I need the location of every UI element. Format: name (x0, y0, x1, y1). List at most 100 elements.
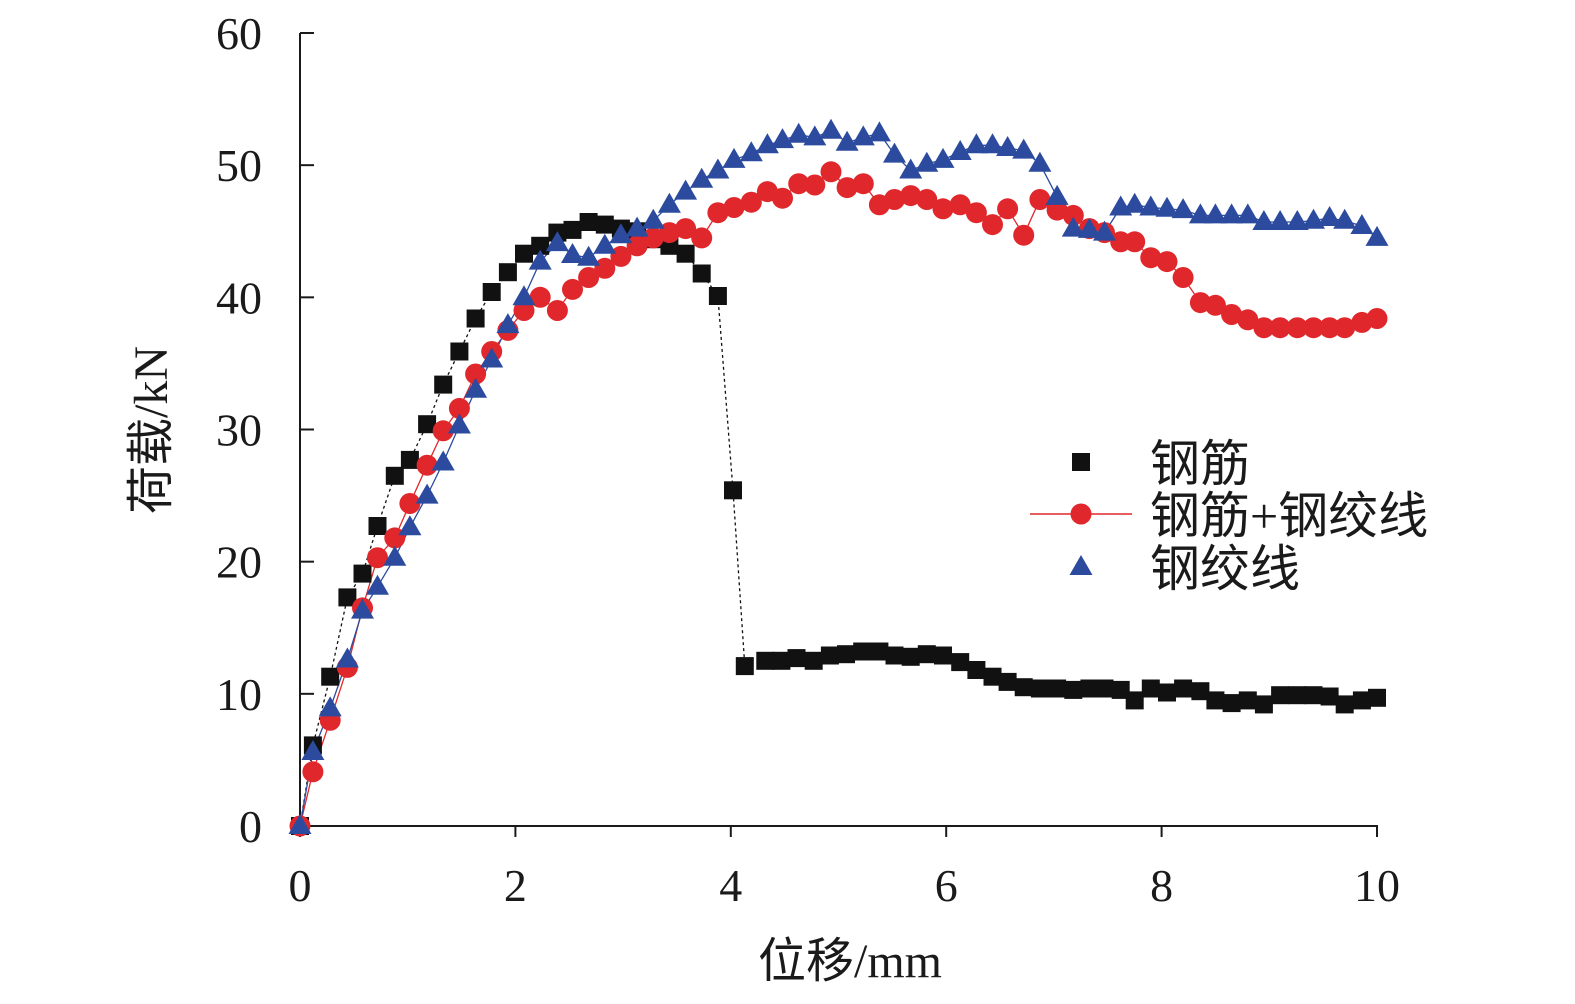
strand-data-point (1155, 196, 1179, 217)
legend-marker-rebar (1072, 453, 1090, 471)
rebar-strand-data-point (610, 245, 632, 267)
legend-label-strand: 钢绞线 (1150, 541, 1300, 597)
strand-data-point (1268, 210, 1292, 230)
strand-data-point (964, 133, 988, 154)
rebar-data-point (579, 213, 598, 231)
rebar-strand-data-point (399, 493, 421, 514)
strand-data-point (674, 179, 698, 200)
rebar-strand-data-point (1366, 308, 1388, 329)
rebar-data-point (563, 220, 582, 239)
rebar-data-point (466, 309, 485, 328)
rebar-strand-data-point (367, 547, 388, 569)
x-tick-label: 10 (1354, 860, 1400, 911)
rebar-data-point (1174, 679, 1193, 698)
strand-data-point (318, 696, 342, 717)
strand-data-point (1077, 217, 1101, 238)
strand-data-point (528, 249, 552, 270)
rebar-strand-data-point (788, 173, 810, 195)
rebar-data-point (1158, 683, 1176, 702)
strand-data-point (931, 147, 955, 168)
rebar-strand-data-point (804, 174, 826, 196)
rebar-strand-data-point (642, 227, 664, 249)
rebar-data-point (1320, 687, 1339, 706)
legend-item-rebar: 钢筋 (1072, 436, 1250, 492)
rebar-strand-data-point (707, 202, 729, 224)
rebar-data-point (385, 466, 404, 485)
rebar-strand-data-point (1303, 317, 1324, 339)
rebar-data-point (804, 651, 823, 670)
rebar-strand-data-point (852, 173, 874, 195)
rebar-data-point (1080, 679, 1099, 698)
series-markers (288, 118, 1389, 837)
rebar-strand-data-point (1334, 317, 1356, 339)
rebar-strand-data-point (997, 198, 1019, 220)
rebar-data-point (595, 215, 614, 234)
rebar-data-point (837, 645, 855, 664)
rebar-strand-data-point (594, 257, 616, 279)
strand-data-point (431, 450, 455, 471)
rebar-data-point (901, 647, 920, 666)
strand-data-point (1350, 214, 1374, 234)
legend-symbol-rebar-strand (1070, 503, 1092, 525)
x-tick-label: 6 (935, 860, 958, 911)
strand-data-point (771, 128, 794, 149)
rebar-data-point (450, 342, 469, 361)
legend-marker-strand (1069, 555, 1093, 575)
strand-data-point (641, 208, 665, 229)
rebar-data-point (498, 263, 517, 282)
y-tick-label: 50 (216, 140, 262, 191)
strand-data-point (609, 223, 633, 244)
rebar-strand-data-point (546, 300, 568, 321)
rebar-strand-data-point (432, 420, 454, 442)
strand-data-point (561, 243, 584, 263)
rebar-data-point (1254, 695, 1273, 714)
strand-data-point (545, 231, 569, 252)
strand-data-point (351, 598, 374, 619)
rebar-data-point (1206, 691, 1225, 710)
legend-item-rebar-strand: 钢筋+钢绞线 (1030, 488, 1428, 544)
strand-data-point (415, 483, 439, 504)
strand-data-point (899, 158, 923, 179)
rebar-data-point (1141, 679, 1160, 698)
strand-data-point (1285, 210, 1309, 230)
rebar-data-point (1304, 686, 1323, 705)
strand-data-point (447, 413, 471, 434)
rebar-strand-data-point (1062, 204, 1084, 226)
rebar-data-point (1368, 688, 1386, 707)
rebar-strand-data-point (1013, 224, 1035, 246)
legend-label-rebar-strand: 钢筋+钢绞线 (1150, 488, 1428, 544)
rebar-strand-data-point (916, 189, 938, 210)
strand-data-point (1188, 203, 1212, 224)
rebar-strand-data-point (932, 198, 954, 220)
rebar-data-point (885, 646, 904, 665)
rebar-data-point (853, 642, 872, 661)
rebar-data-point (692, 264, 711, 283)
rebar-data-point (1111, 680, 1130, 699)
strand-data-point (835, 130, 859, 151)
y-tick-label: 10 (216, 669, 262, 720)
rebar-strand-data-point (949, 194, 971, 216)
rebar-strand-data-point (448, 397, 470, 419)
strand-data-point (948, 140, 972, 160)
rebar-data-point (1014, 678, 1033, 697)
strand-data-point (803, 125, 827, 146)
rebar-data-point (967, 661, 986, 679)
strand-data-point (657, 192, 681, 213)
strand-data-point (1123, 192, 1147, 213)
strand-data-point (593, 233, 617, 254)
strand-data-point (1028, 151, 1052, 172)
legend-symbol-rebar (1072, 453, 1090, 471)
legend: 钢筋 钢筋+钢绞线 钢绞线 (1030, 436, 1428, 597)
rebar-data-point (1271, 686, 1290, 705)
strand-data-point (335, 647, 359, 668)
rebar-strand-data-point (1029, 189, 1051, 210)
strand-data-point (1093, 220, 1116, 241)
strand-data-point (1203, 203, 1227, 224)
rebar-data-point (400, 450, 419, 469)
strand-data-point (1302, 208, 1325, 229)
rebar-data-point (338, 588, 357, 607)
rebar-strand-data-point (1269, 317, 1291, 339)
rebar-strand-data-point (302, 761, 324, 783)
rebar-strand-data-point (900, 185, 922, 207)
rebar-strand-data-point (416, 454, 438, 476)
